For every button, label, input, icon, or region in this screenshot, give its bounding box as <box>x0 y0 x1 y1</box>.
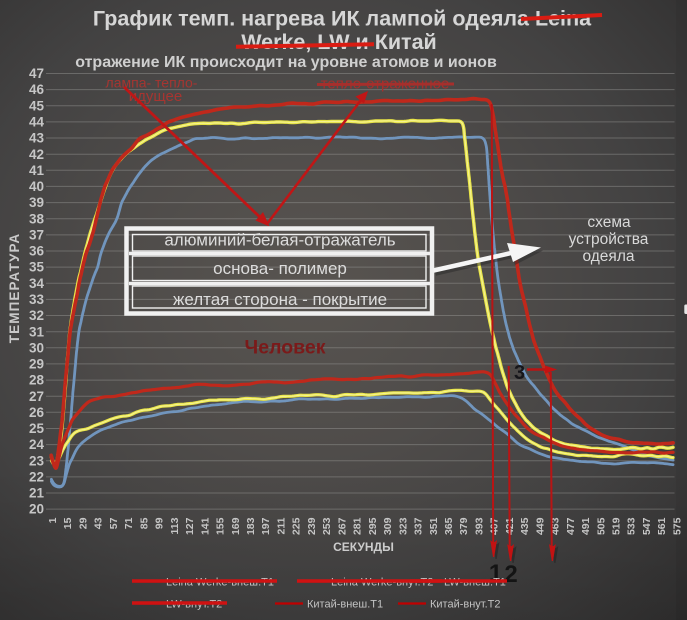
svg-text:561: 561 <box>656 517 668 535</box>
svg-text:26: 26 <box>29 405 45 420</box>
svg-text:Китай-внут.T2: Китай-внут.T2 <box>430 598 501 610</box>
svg-text:113: 113 <box>169 517 181 534</box>
svg-text:42: 42 <box>29 147 44 162</box>
svg-text:23: 23 <box>29 453 45 468</box>
svg-text:197: 197 <box>260 517 272 535</box>
svg-text:ТЕМПЕРАТУРА: ТЕМПЕРАТУРА <box>7 233 22 343</box>
svg-text:267: 267 <box>336 517 348 535</box>
svg-text:27: 27 <box>29 389 44 404</box>
svg-text:25: 25 <box>29 421 45 436</box>
svg-text:393: 393 <box>473 517 485 535</box>
svg-text:127: 127 <box>184 517 196 535</box>
svg-text:183: 183 <box>245 517 257 535</box>
svg-text:35: 35 <box>29 260 45 275</box>
svg-text:желтая сторона - покрытие: желтая сторона - покрытие <box>173 290 387 309</box>
svg-text:43: 43 <box>93 517 105 529</box>
svg-text:38: 38 <box>29 211 45 226</box>
svg-text:225: 225 <box>291 517 303 535</box>
svg-text:1: 1 <box>47 517 59 523</box>
svg-text:устройства: устройства <box>569 231 649 248</box>
svg-text:351: 351 <box>428 517 440 535</box>
svg-text:15: 15 <box>62 517 74 529</box>
svg-text:449: 449 <box>534 517 546 535</box>
svg-text:34: 34 <box>29 276 45 291</box>
svg-text:39: 39 <box>29 195 44 210</box>
svg-text:отражение ИК происходит на уро: отражение ИК происходит на уровне атомов… <box>75 54 497 71</box>
svg-text:47: 47 <box>29 66 44 81</box>
svg-text:Китай-внеш.T1: Китай-внеш.T1 <box>307 598 383 610</box>
svg-text:СЕКУНДЫ: СЕКУНДЫ <box>333 540 394 554</box>
svg-text:28: 28 <box>29 373 45 388</box>
svg-text:491: 491 <box>580 517 592 535</box>
svg-text:40: 40 <box>29 179 44 194</box>
svg-text:31: 31 <box>29 324 45 339</box>
svg-text:21: 21 <box>29 486 45 501</box>
svg-text:41: 41 <box>29 163 45 178</box>
svg-text:37: 37 <box>29 227 44 242</box>
svg-text:407: 407 <box>489 517 501 535</box>
svg-text:99: 99 <box>154 517 166 529</box>
svg-text:533: 533 <box>626 517 638 535</box>
svg-text:Человек: Человек <box>245 337 326 359</box>
svg-text:36: 36 <box>29 244 45 259</box>
svg-text:29: 29 <box>29 357 44 372</box>
svg-text:3: 3 <box>514 362 525 384</box>
svg-text:337: 337 <box>413 517 425 535</box>
svg-text:24: 24 <box>29 437 45 452</box>
svg-text:основа- полимер: основа- полимер <box>213 259 347 278</box>
svg-text:алюминий-белая-отражатель: алюминий-белая-отражатель <box>164 231 395 250</box>
svg-text:22: 22 <box>29 469 44 484</box>
svg-text:547: 547 <box>641 517 653 535</box>
svg-text:45: 45 <box>29 98 45 113</box>
svg-text:295: 295 <box>367 517 379 535</box>
svg-text:2: 2 <box>504 561 517 588</box>
svg-text:141: 141 <box>199 517 211 535</box>
svg-text:253: 253 <box>321 517 333 535</box>
svg-text:519: 519 <box>611 517 623 535</box>
svg-text:одеяла: одеяла <box>582 248 634 265</box>
svg-text:379: 379 <box>458 517 470 535</box>
svg-text:44: 44 <box>29 115 45 130</box>
svg-text:идущее: идущее <box>129 88 183 105</box>
svg-text:20: 20 <box>29 502 44 517</box>
svg-text:46: 46 <box>29 82 45 97</box>
svg-text:лампа- тепло-: лампа- тепло- <box>106 75 198 91</box>
svg-text:32: 32 <box>29 308 44 323</box>
svg-text:477: 477 <box>565 517 577 535</box>
svg-text:365: 365 <box>443 517 455 535</box>
svg-text:29: 29 <box>78 517 90 529</box>
svg-text:323: 323 <box>397 517 409 535</box>
svg-text:575: 575 <box>671 517 683 535</box>
svg-text:схема: схема <box>587 214 631 231</box>
svg-text:211: 211 <box>276 517 288 534</box>
svg-text:Werke, LW и Китай: Werke, LW и Китай <box>241 30 437 54</box>
svg-text:43: 43 <box>29 131 45 146</box>
svg-text:281: 281 <box>352 517 364 535</box>
svg-text:155: 155 <box>215 517 227 535</box>
svg-text:71: 71 <box>123 517 135 529</box>
svg-text:График темп. нагрева ИК лампой: График темп. нагрева ИК лампой одеяла Le… <box>93 7 592 31</box>
svg-text:85: 85 <box>138 517 150 529</box>
svg-text:239: 239 <box>306 517 318 535</box>
svg-text:505: 505 <box>595 517 607 535</box>
svg-text:309: 309 <box>382 517 394 535</box>
svg-text:33: 33 <box>29 292 45 307</box>
svg-text:435: 435 <box>519 517 531 535</box>
svg-text:57: 57 <box>108 517 120 529</box>
svg-text:169: 169 <box>230 517 242 535</box>
svg-text:30: 30 <box>29 340 44 355</box>
